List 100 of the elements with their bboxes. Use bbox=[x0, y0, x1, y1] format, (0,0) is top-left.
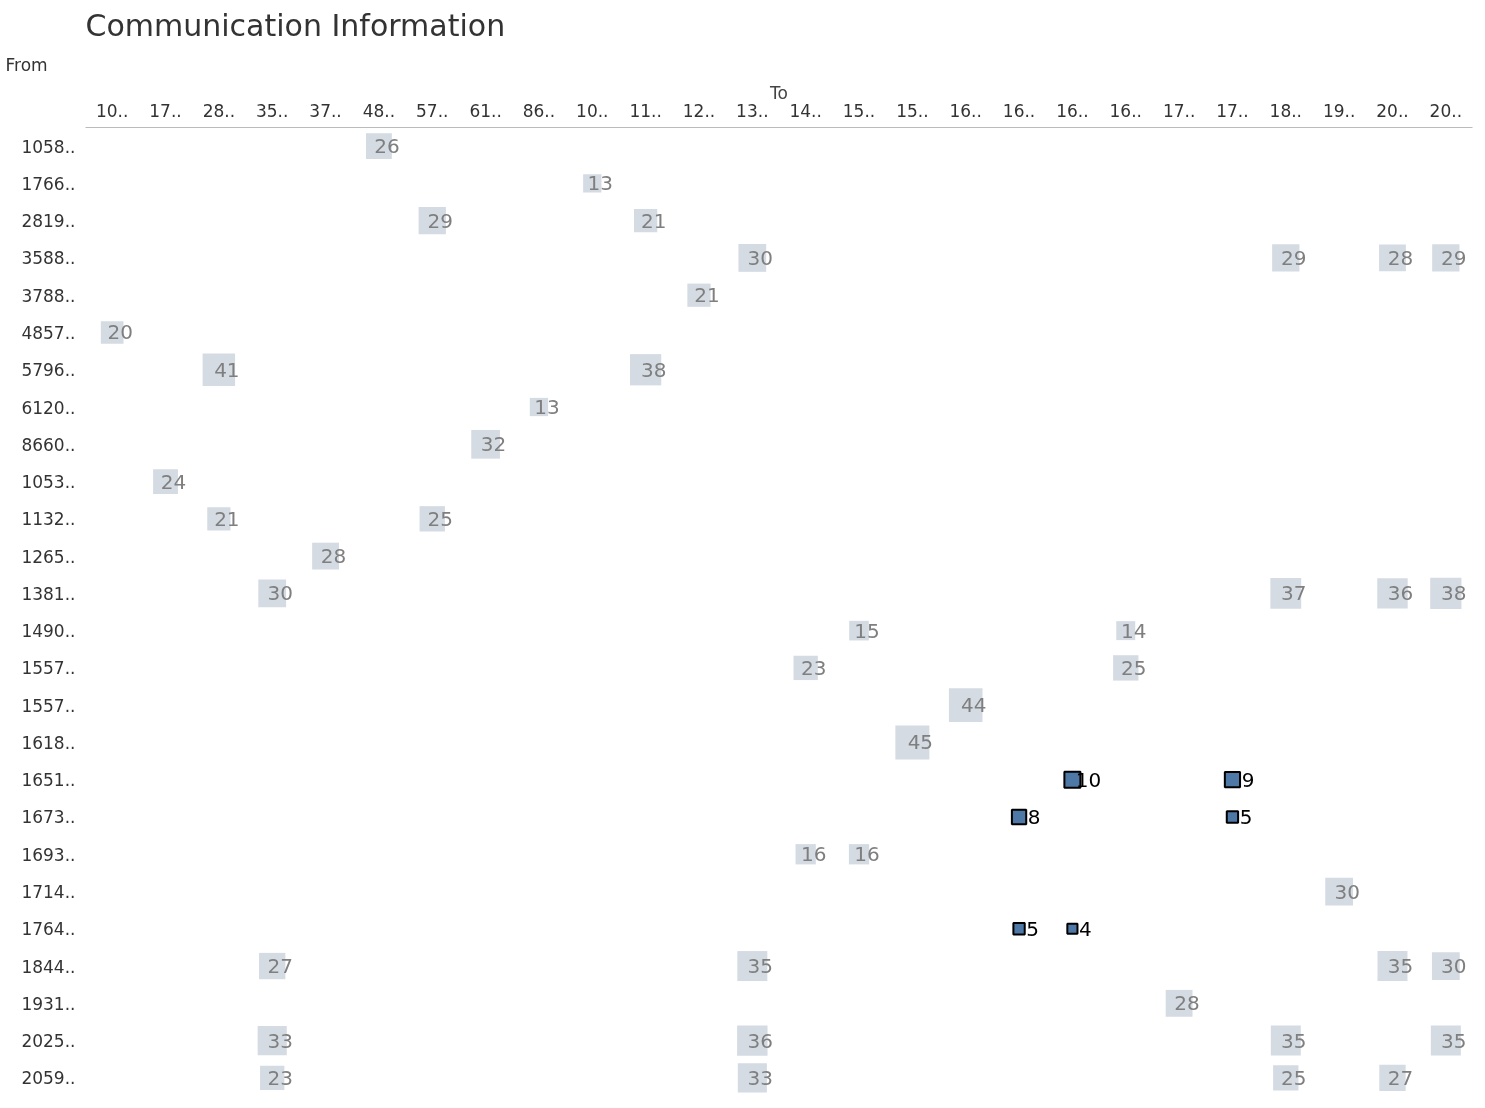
data-label: 27 bbox=[267, 954, 293, 979]
data-label: 14 bbox=[1121, 618, 1147, 643]
y-tick-label: 2025.. bbox=[21, 1031, 76, 1052]
data-label: 28 bbox=[320, 544, 347, 569]
y-tick-label: 1651.. bbox=[21, 770, 76, 791]
data-label: 29 bbox=[1441, 245, 1467, 270]
data-label: 30 bbox=[1334, 879, 1360, 904]
y-tick-label: 1844.. bbox=[21, 956, 76, 977]
x-tick-label: 16.. bbox=[1109, 100, 1142, 121]
data-label: 29 bbox=[427, 208, 453, 233]
y-tick-label: 4857.. bbox=[21, 322, 76, 343]
data-label: 32 bbox=[480, 432, 507, 457]
y-tick-label: 3588.. bbox=[21, 248, 76, 269]
x-tick-label: 19.. bbox=[1322, 100, 1356, 121]
x-tick-label: 10.. bbox=[576, 100, 609, 121]
x-axis-title: To bbox=[769, 82, 788, 103]
x-tick-label: 37.. bbox=[309, 100, 342, 121]
data-label: 26 bbox=[374, 134, 400, 159]
x-tick-label: 20.. bbox=[1429, 100, 1463, 121]
y-tick-label: 1265.. bbox=[21, 546, 76, 567]
x-tick-label: 86.. bbox=[522, 100, 556, 121]
y-tick-label: 3788.. bbox=[21, 285, 76, 306]
data-label: 33 bbox=[267, 1028, 293, 1053]
x-tick-label: 16.. bbox=[1002, 100, 1036, 121]
x-tick-label: 17.. bbox=[149, 100, 182, 121]
y-tick-label: 1618.. bbox=[21, 732, 76, 753]
data-label: 21 bbox=[214, 506, 240, 531]
y-tick-label: 1673.. bbox=[21, 807, 76, 828]
data-label: 8 bbox=[1027, 804, 1041, 829]
x-tick-label: 17.. bbox=[1162, 100, 1196, 121]
x-tick-label: 35.. bbox=[255, 100, 289, 121]
data-label: 4 bbox=[1079, 916, 1092, 941]
data-label: 30 bbox=[267, 581, 293, 606]
data-label: 21 bbox=[640, 208, 667, 233]
data-label: 33 bbox=[747, 1065, 774, 1090]
data-label: 38 bbox=[1441, 581, 1467, 606]
data-label: 21 bbox=[694, 283, 720, 308]
y-tick-label: 1766.. bbox=[21, 173, 76, 194]
data-label: 30 bbox=[1441, 954, 1467, 979]
x-tick-label: 20.. bbox=[1376, 100, 1409, 121]
y-tick-label: 2059.. bbox=[21, 1068, 76, 1089]
y-tick-label: 5796.. bbox=[21, 360, 76, 381]
data-label: 13 bbox=[534, 395, 560, 420]
data-label: 28 bbox=[1174, 991, 1200, 1016]
data-label: 25 bbox=[1281, 1065, 1307, 1090]
data-label: 36 bbox=[1387, 581, 1414, 606]
x-tick-label: 57.. bbox=[416, 100, 449, 121]
x-tick-label: 16.. bbox=[1056, 100, 1089, 121]
y-tick-label: 1132.. bbox=[21, 509, 76, 530]
data-label: 13 bbox=[587, 171, 614, 196]
data-label: 24 bbox=[160, 469, 187, 494]
data-label: 35 bbox=[747, 954, 774, 979]
data-label: 5 bbox=[1026, 916, 1040, 941]
y-tick-label: 1693.. bbox=[21, 844, 76, 865]
y-tick-label: 2819.. bbox=[21, 211, 76, 232]
data-label: 23 bbox=[800, 655, 827, 680]
x-tick-label: 11.. bbox=[629, 100, 662, 121]
data-label: 37 bbox=[1281, 581, 1307, 606]
x-tick-label: 15.. bbox=[896, 100, 929, 121]
data-label: 45 bbox=[907, 730, 934, 755]
x-tick-label: 61.. bbox=[469, 100, 502, 121]
chart-title: Communication Information bbox=[85, 7, 506, 43]
data-label: 15 bbox=[854, 618, 880, 643]
x-tick-label: 48.. bbox=[362, 100, 396, 121]
data-label: 5 bbox=[1239, 804, 1253, 829]
y-tick-label: 8660.. bbox=[21, 434, 76, 455]
y-tick-label: 1931.. bbox=[21, 993, 76, 1014]
data-label: 25 bbox=[427, 506, 453, 531]
y-tick-label: 1557.. bbox=[21, 695, 76, 716]
x-tick-label: 15.. bbox=[842, 100, 876, 121]
data-label: 44 bbox=[960, 693, 987, 718]
x-tick-label: 17.. bbox=[1216, 100, 1249, 121]
x-tick-label: 14.. bbox=[789, 100, 822, 121]
data-label: 16 bbox=[800, 842, 827, 867]
y-tick-label: 6120.. bbox=[21, 397, 76, 418]
data-label: 23 bbox=[267, 1065, 293, 1090]
data-label: 35 bbox=[1441, 1028, 1467, 1053]
y-tick-label: 1053.. bbox=[21, 472, 76, 493]
y-tick-label: 1490.. bbox=[21, 621, 76, 642]
data-label: 25 bbox=[1121, 655, 1147, 680]
data-label: 29 bbox=[1281, 245, 1307, 270]
x-tick-label: 16.. bbox=[949, 100, 982, 121]
y-tick-label: 1557.. bbox=[21, 658, 76, 679]
y-tick-label: 1381.. bbox=[21, 583, 76, 604]
data-label: 30 bbox=[747, 245, 774, 270]
y-tick-label: 1058.. bbox=[21, 136, 76, 157]
data-label: 35 bbox=[1281, 1028, 1307, 1053]
data-label: 27 bbox=[1387, 1065, 1414, 1090]
x-tick-label: 28.. bbox=[202, 100, 236, 121]
data-label: 9 bbox=[1241, 767, 1255, 792]
x-tick-label: 12.. bbox=[682, 100, 716, 121]
y-tick-label: 1714.. bbox=[21, 882, 76, 903]
data-label: 41 bbox=[214, 357, 240, 382]
x-tick-label: 18.. bbox=[1269, 100, 1303, 121]
x-tick-label: 10.. bbox=[95, 100, 129, 121]
data-label: 36 bbox=[747, 1028, 774, 1053]
data-label: 28 bbox=[1387, 245, 1414, 270]
data-label: 20 bbox=[107, 320, 133, 345]
data-label: 35 bbox=[1387, 954, 1414, 979]
data-label: 16 bbox=[854, 842, 880, 867]
